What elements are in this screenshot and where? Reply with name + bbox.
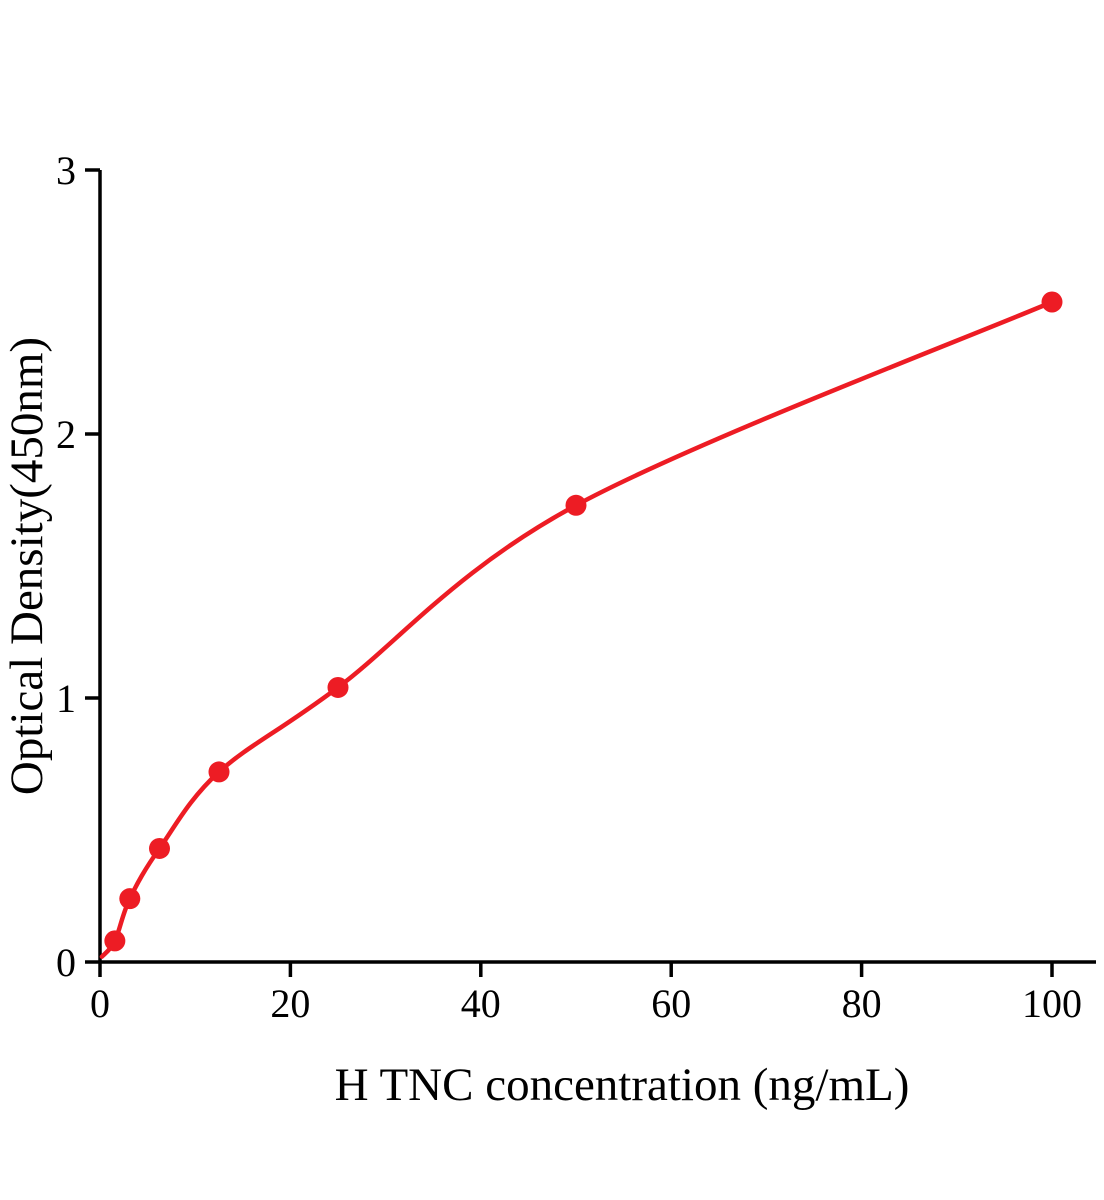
data-points [104,291,1063,952]
data-point [565,494,587,516]
data-point [149,837,170,859]
y-tick-label: 2 [56,412,76,457]
y-tick-label: 3 [56,148,76,193]
x-tick-label: 0 [90,981,110,1026]
x-tick-label: 40 [461,981,501,1026]
data-point [1041,291,1063,313]
x-tick-label: 100 [1022,981,1082,1026]
data-point [327,676,349,698]
x-tick-label: 60 [651,981,691,1026]
data-point [104,930,126,952]
x-axis-title: H TNC concentration (ng/mL) [335,1059,910,1111]
tick-labels: 0 1 2 3 0 20 40 60 80 100 [56,148,1082,1026]
data-point [208,761,230,783]
fit-curve-line [99,299,1055,959]
axes [98,170,1096,964]
data-point [119,888,141,910]
axis-ticks [85,168,1054,977]
y-tick-label: 1 [56,676,76,721]
y-tick-label: 0 [56,940,76,985]
y-axis-title: Optical Density(450nm) [1,337,53,795]
x-tick-label: 80 [842,981,882,1026]
x-tick-label: 20 [270,981,310,1026]
